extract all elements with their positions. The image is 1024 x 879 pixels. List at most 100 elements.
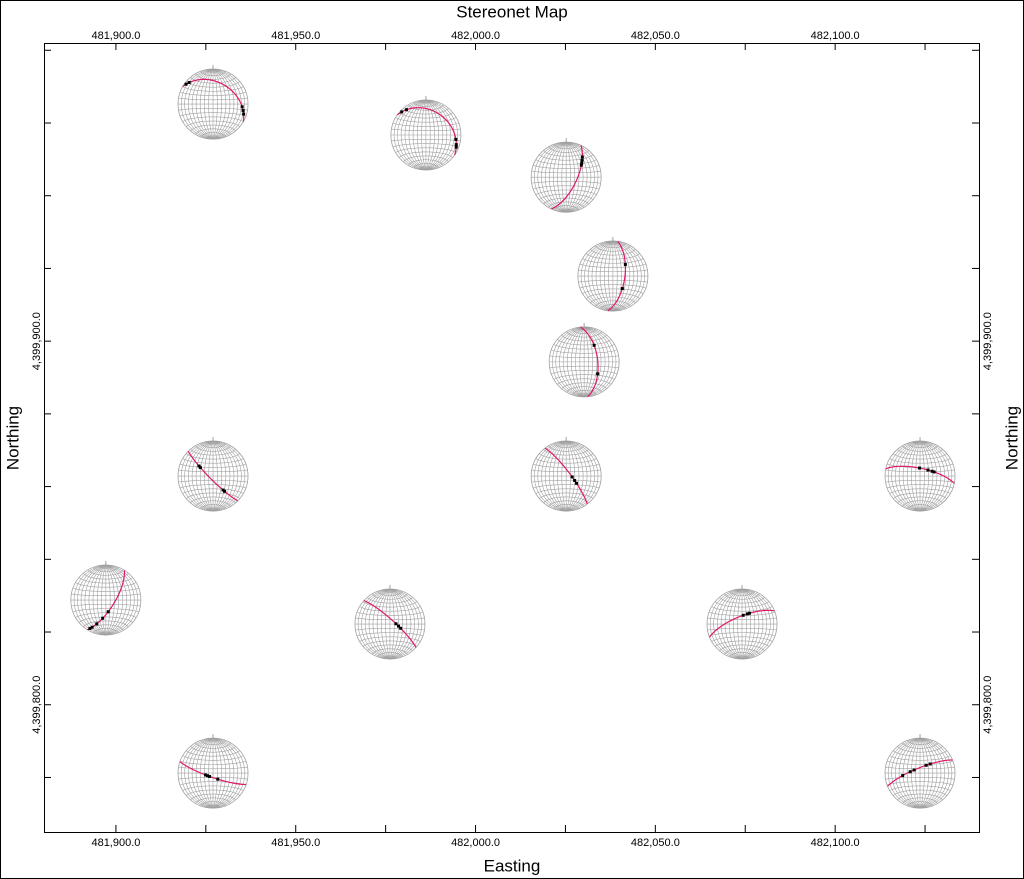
net-small-circle bbox=[579, 284, 646, 289]
x-axis-title: Easting bbox=[484, 856, 541, 875]
lineation-point bbox=[901, 774, 905, 778]
net-small-circle bbox=[356, 611, 423, 616]
net-small-circle bbox=[553, 374, 615, 380]
stereonet bbox=[706, 585, 778, 660]
net-small-circle bbox=[93, 628, 119, 634]
x-tick-label: 482,100.0 bbox=[811, 30, 860, 42]
net-small-circle bbox=[729, 591, 755, 596]
net-small-circle bbox=[578, 269, 648, 273]
x-tick-label: 481,900.0 bbox=[91, 30, 140, 42]
net-small-circle bbox=[913, 441, 927, 445]
net-small-circle bbox=[595, 300, 631, 307]
net-small-circle bbox=[93, 567, 119, 572]
lineation-point bbox=[216, 777, 220, 781]
net-small-circle bbox=[889, 488, 951, 494]
net-small-circle bbox=[566, 331, 602, 338]
lineation-point bbox=[596, 372, 600, 376]
x-tick-label: 482,050.0 bbox=[631, 30, 680, 42]
net-small-circle bbox=[372, 593, 408, 600]
net-small-circle bbox=[897, 746, 943, 753]
net-small-circle bbox=[887, 781, 954, 786]
plane-great-circle bbox=[607, 241, 627, 312]
plane-great-circle bbox=[544, 447, 588, 505]
net-small-circle bbox=[606, 307, 620, 311]
net-small-circle bbox=[571, 328, 597, 334]
stereonet bbox=[177, 734, 249, 809]
net-small-circle bbox=[71, 604, 141, 607]
net-small-circle bbox=[551, 349, 618, 354]
lineation-point bbox=[924, 763, 928, 767]
net-small-circle bbox=[719, 597, 765, 604]
net-small-circle bbox=[539, 453, 594, 460]
net-small-circle bbox=[585, 292, 640, 299]
lineation-point bbox=[240, 105, 244, 109]
net-small-circle bbox=[178, 97, 248, 101]
net-small-circle bbox=[907, 740, 933, 746]
net-small-circle bbox=[549, 365, 619, 369]
lineation-point bbox=[926, 468, 930, 472]
net-small-circle bbox=[711, 636, 773, 642]
net-small-circle bbox=[391, 128, 461, 131]
lineation-point bbox=[745, 612, 749, 616]
net-small-circle bbox=[392, 143, 459, 148]
net-small-circle bbox=[372, 648, 408, 655]
stereonet bbox=[70, 561, 142, 636]
net-small-circle bbox=[889, 755, 951, 761]
net-small-circle bbox=[543, 496, 589, 504]
net-small-circle bbox=[359, 606, 421, 612]
net-small-circle bbox=[383, 655, 397, 659]
net-small-circle bbox=[178, 469, 248, 473]
y-tick-label: 4,399,900.0 bbox=[982, 312, 994, 370]
stereonet bbox=[548, 322, 620, 398]
net-small-circle bbox=[395, 147, 457, 153]
lineation-point bbox=[580, 155, 584, 159]
net-small-circle bbox=[83, 573, 129, 580]
net-small-circle bbox=[893, 492, 948, 499]
net-small-circle bbox=[535, 189, 597, 195]
lineation-point bbox=[88, 626, 92, 630]
net-small-circle bbox=[186, 453, 241, 460]
net-small-circle bbox=[885, 777, 955, 780]
net-small-circle bbox=[724, 593, 760, 600]
net-small-circle bbox=[590, 249, 636, 256]
net-small-circle bbox=[902, 742, 938, 749]
net-small-circle bbox=[182, 755, 244, 761]
net-small-circle bbox=[195, 73, 231, 80]
lineation-point bbox=[242, 112, 246, 116]
lineation-point bbox=[400, 110, 404, 114]
lineation-point bbox=[454, 143, 458, 147]
net-small-circle bbox=[719, 644, 765, 652]
net-small-circle bbox=[395, 117, 457, 123]
lineation-point bbox=[620, 287, 624, 291]
lineation-point bbox=[908, 770, 912, 774]
net-small-circle bbox=[182, 488, 244, 494]
lineation-point bbox=[573, 478, 577, 482]
net-small-circle bbox=[408, 159, 444, 166]
net-small-circle bbox=[190, 124, 236, 132]
net-small-circle bbox=[195, 797, 231, 804]
net-small-circle bbox=[367, 644, 413, 652]
net-small-circle bbox=[557, 339, 612, 346]
net-small-circle bbox=[419, 100, 433, 104]
net-small-circle bbox=[71, 593, 141, 597]
stereonet bbox=[577, 237, 649, 312]
net-small-circle bbox=[367, 597, 413, 604]
plane-great-circle bbox=[187, 450, 239, 502]
net-small-circle bbox=[398, 151, 453, 158]
net-small-circle bbox=[606, 241, 620, 245]
lineation-point bbox=[90, 625, 94, 629]
stereonet bbox=[177, 65, 249, 140]
net-small-circle bbox=[553, 344, 615, 350]
net-small-circle bbox=[180, 463, 247, 468]
net-small-circle bbox=[531, 469, 601, 473]
net-small-circle bbox=[206, 507, 220, 511]
plane-great-circle bbox=[580, 326, 599, 398]
net-small-circle bbox=[548, 500, 584, 507]
y-tick-label: 4,399,800.0 bbox=[982, 676, 994, 734]
net-small-circle bbox=[377, 652, 403, 658]
net-small-circle bbox=[585, 253, 640, 260]
lineation-point bbox=[197, 464, 201, 468]
x-tick-label: 481,950.0 bbox=[271, 30, 320, 42]
net-small-circle bbox=[561, 334, 607, 342]
